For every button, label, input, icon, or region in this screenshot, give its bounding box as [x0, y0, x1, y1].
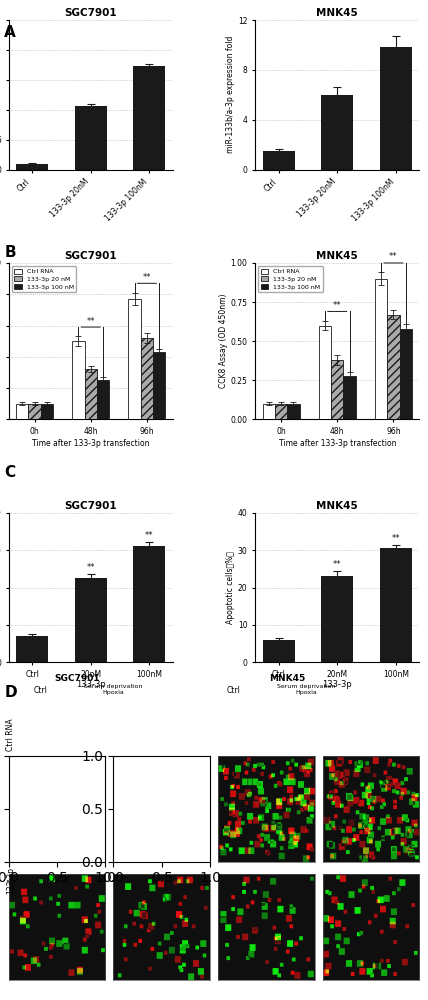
Title: MNK45: MNK45 [316, 251, 358, 261]
Title: MNK45: MNK45 [316, 501, 358, 511]
Text: **: ** [86, 563, 95, 572]
X-axis label: Time after 133-3p transfection: Time after 133-3p transfection [279, 439, 396, 448]
Bar [133, 66, 166, 170]
Y-axis label: Apoptotic cells（%）: Apoptotic cells（%） [226, 551, 235, 624]
Text: **: ** [333, 560, 342, 569]
Bar [141, 338, 153, 419]
Legend: Ctrl RNA, 133-3p 20 nM, 133-3p 100 nM: Ctrl RNA, 133-3p 20 nM, 133-3p 100 nM [258, 266, 323, 292]
Legend: Ctrl RNA, 133-3p 20 nM, 133-3p 100 nM: Ctrl RNA, 133-3p 20 nM, 133-3p 100 nM [12, 266, 76, 292]
Text: MNK45: MNK45 [269, 674, 305, 683]
Bar [275, 404, 287, 419]
Text: Serum deprivation
Hpoxia: Serum deprivation Hpoxia [84, 684, 143, 695]
Bar [128, 299, 141, 419]
Text: **: ** [333, 301, 342, 310]
Bar [16, 164, 48, 170]
Bar [380, 548, 412, 662]
Bar [133, 546, 166, 662]
Bar [74, 106, 107, 170]
Title: SGC7901: SGC7901 [65, 8, 117, 18]
Bar [343, 376, 356, 419]
Text: **: ** [143, 273, 151, 282]
Text: **: ** [392, 534, 400, 543]
X-axis label: Time after 133-3p transfection: Time after 133-3p transfection [32, 439, 149, 448]
Title: SGC7901: SGC7901 [65, 251, 117, 261]
Bar [321, 95, 354, 170]
Bar [287, 404, 300, 419]
Text: SGC7901: SGC7901 [54, 674, 100, 683]
Text: Ctrl: Ctrl [34, 686, 48, 695]
Text: **: ** [86, 317, 95, 326]
Bar [72, 341, 85, 419]
Y-axis label: miR-133b/a-3p expression fold: miR-133b/a-3p expression fold [226, 36, 235, 153]
Bar [153, 352, 166, 419]
Bar [319, 326, 331, 419]
X-axis label: 133-3p: 133-3p [76, 680, 106, 689]
Bar [16, 404, 28, 419]
Bar [380, 47, 412, 170]
Bar [387, 315, 400, 419]
Text: C: C [4, 465, 15, 480]
Bar [262, 404, 275, 419]
Bar [262, 151, 295, 170]
Bar [262, 640, 295, 662]
Bar [28, 404, 41, 419]
Y-axis label: CCK8 Assay (OD 450nm): CCK8 Assay (OD 450nm) [219, 294, 228, 388]
Bar [375, 279, 387, 419]
Text: Ctrl: Ctrl [226, 686, 240, 695]
Text: B: B [4, 245, 16, 260]
Bar [16, 636, 48, 662]
Bar [97, 380, 109, 419]
Bar [331, 360, 343, 419]
Text: 133-3p: 133-3p [6, 866, 15, 894]
Bar [321, 576, 354, 662]
Bar [41, 404, 53, 419]
Bar [74, 578, 107, 662]
Bar [400, 329, 412, 419]
Text: **: ** [145, 531, 154, 540]
Text: A: A [4, 25, 16, 40]
Text: Ctrl RNA: Ctrl RNA [6, 719, 15, 751]
Text: **: ** [389, 252, 398, 261]
Text: Serum deprivation
Hpoxia: Serum deprivation Hpoxia [277, 684, 335, 695]
X-axis label: 133-3p: 133-3p [322, 680, 352, 689]
Title: MNK45: MNK45 [316, 8, 358, 18]
Text: D: D [4, 685, 17, 700]
Bar [85, 369, 97, 419]
Title: SGC7901: SGC7901 [65, 501, 117, 511]
